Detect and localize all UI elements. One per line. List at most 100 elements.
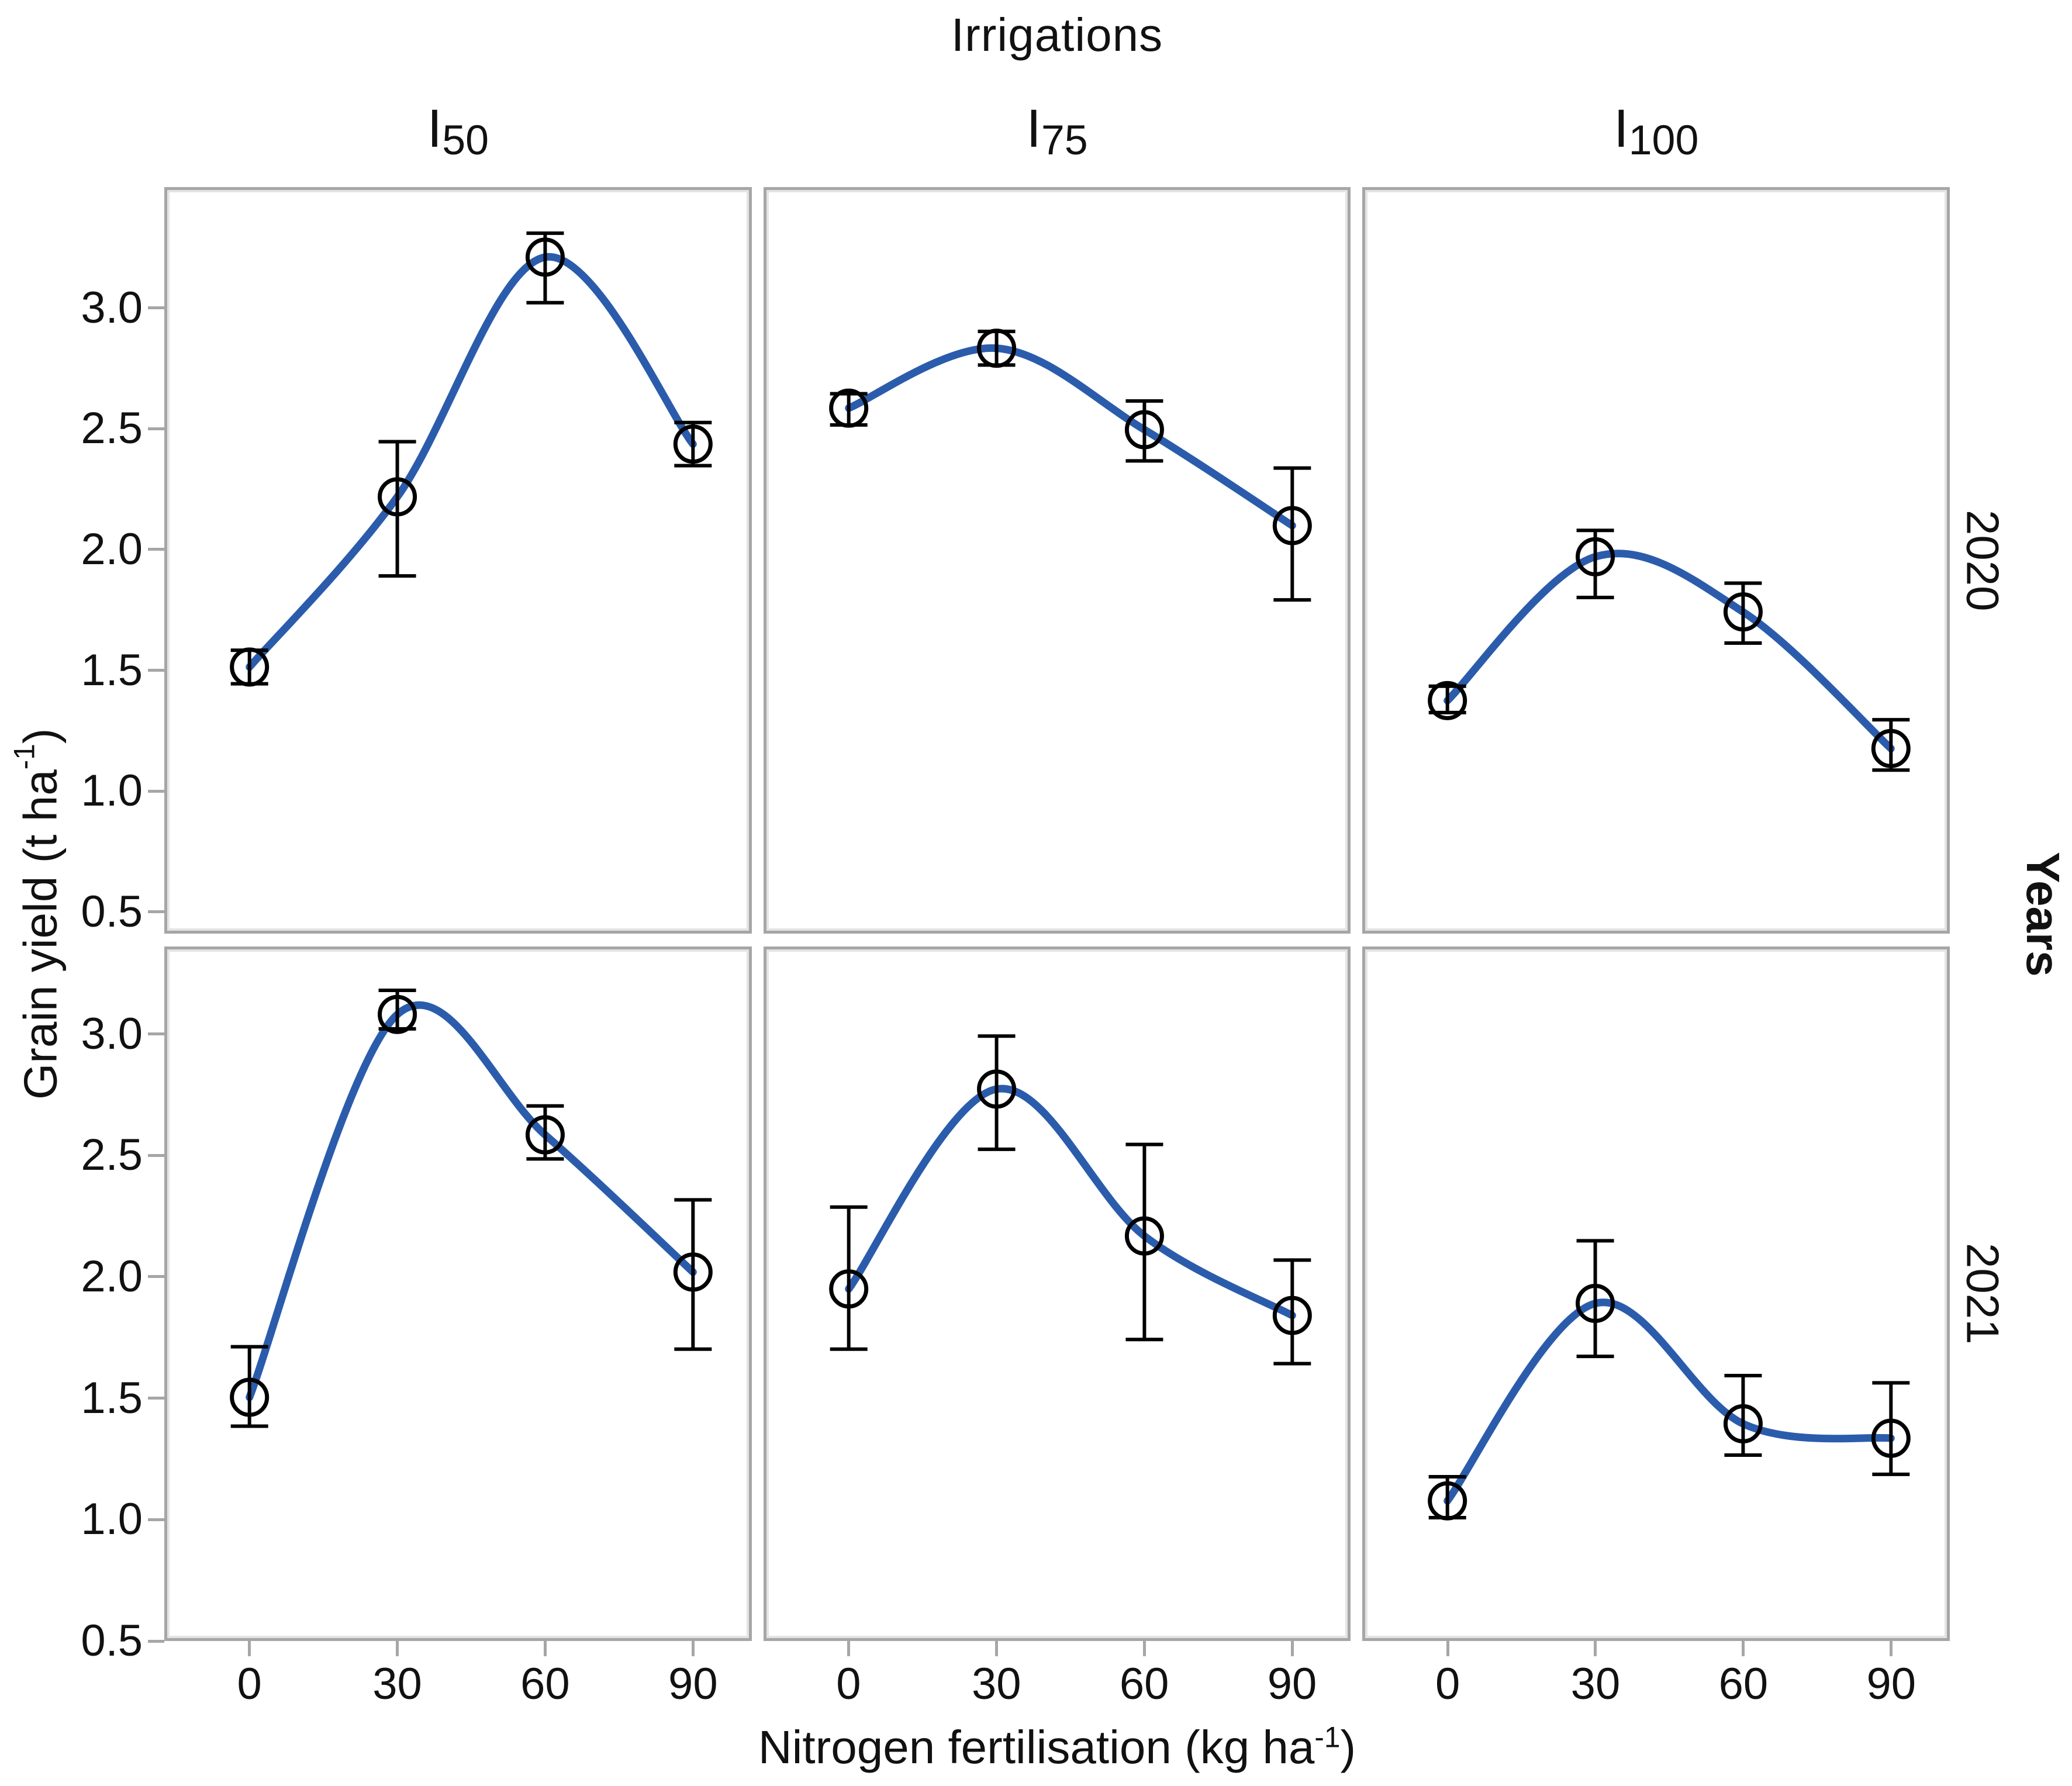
data-point-marker xyxy=(976,329,1016,368)
error-bar xyxy=(674,420,712,468)
y-tick-mark xyxy=(148,789,164,793)
error-bar xyxy=(1576,528,1614,600)
y-tick-mark xyxy=(148,1397,164,1400)
x-tick-mark xyxy=(1594,1641,1597,1656)
error-bar xyxy=(1125,399,1163,463)
y-tick-label: 0.5 xyxy=(81,886,143,937)
x-axis-title: Nitrogen fertilisation (kg ha-1) xyxy=(164,1720,1950,1774)
x-tick-label: 30 xyxy=(1570,1659,1621,1709)
data-point-marker xyxy=(1724,1404,1763,1443)
x-tick-label: 0 xyxy=(836,1659,861,1709)
x-tick-mark xyxy=(1742,1641,1745,1656)
x-tick-label: 60 xyxy=(520,1659,570,1709)
fit-curve xyxy=(246,1001,697,1401)
data-point-marker xyxy=(673,1252,713,1292)
x-tick-label: 30 xyxy=(971,1659,1021,1709)
error-bar xyxy=(1872,718,1910,772)
x-tick-label: 0 xyxy=(1435,1659,1460,1709)
panel-2021-I50 xyxy=(164,946,752,1641)
data-point-marker xyxy=(1576,1283,1615,1323)
facet-row-label-2020: 2020 xyxy=(1957,509,2009,612)
y-tick-mark xyxy=(148,1639,164,1643)
data-point-marker xyxy=(525,237,565,277)
data-point-marker xyxy=(828,1269,868,1309)
facet-column-header-I100: I100 xyxy=(1362,98,1950,164)
x-tick-label: 90 xyxy=(668,1659,718,1709)
data-point-marker xyxy=(378,994,417,1034)
data-point-marker xyxy=(828,388,868,428)
y-tick-label: 3.0 xyxy=(81,1008,143,1059)
error-bar xyxy=(1872,1381,1910,1476)
irrigation-label-prefix: I xyxy=(1614,99,1629,158)
irrigation-label-subscript: 100 xyxy=(1628,116,1699,164)
y-axis-title: Grain yield (t ha-1) xyxy=(6,187,69,1641)
x-axis-title-text: Nitrogen fertilisation (kg ha-1) xyxy=(758,1721,1356,1773)
y-axis-title-text: Grain yield (t ha-1) xyxy=(8,728,67,1100)
x-tick-mark xyxy=(248,1641,251,1656)
fit-curve xyxy=(844,344,1296,530)
x-tick-mark xyxy=(396,1641,399,1656)
data-point-marker xyxy=(1576,537,1615,576)
x-tick-mark xyxy=(691,1641,695,1656)
y-tick-mark xyxy=(148,669,164,672)
data-point-marker xyxy=(1428,680,1467,720)
fit-curve xyxy=(1444,550,1895,752)
x-tick-label: 30 xyxy=(372,1659,422,1709)
data-point-marker xyxy=(1272,506,1312,545)
error-bar xyxy=(1273,466,1311,602)
error-bar xyxy=(978,1034,1016,1151)
panel-2021-I100 xyxy=(1362,946,1950,1641)
data-point-marker xyxy=(230,1377,270,1417)
irrigation-label-subscript: 50 xyxy=(442,116,489,164)
data-point-marker xyxy=(1428,1481,1467,1521)
y-tick-label: 1.0 xyxy=(81,766,143,816)
error-bar xyxy=(830,1205,868,1351)
error-bar xyxy=(674,1198,712,1351)
y-tick-mark xyxy=(148,1032,164,1036)
y-tick-label: 2.0 xyxy=(81,1251,143,1301)
y-tick-mark xyxy=(148,306,164,310)
y-tick-mark xyxy=(148,910,164,914)
y-tick-label: 1.5 xyxy=(81,645,143,695)
y-tick-label: 2.0 xyxy=(81,524,143,574)
y-tick-mark xyxy=(148,1153,164,1157)
data-point-marker xyxy=(1724,592,1763,632)
x-tick-mark xyxy=(1142,1641,1146,1656)
facet-column-header-I75: I75 xyxy=(764,98,1351,164)
fit-curve xyxy=(246,253,697,671)
data-point-marker xyxy=(1124,410,1164,450)
data-point-marker xyxy=(378,477,417,517)
x-tick-label: 0 xyxy=(237,1659,262,1709)
y-tick-label: 1.5 xyxy=(81,1373,143,1423)
y-tick-label: 1.0 xyxy=(81,1494,143,1545)
irrigation-label-subscript: 75 xyxy=(1041,116,1088,164)
fit-curve xyxy=(844,1084,1296,1319)
error-bar xyxy=(1125,1142,1163,1342)
panel-2020-I100 xyxy=(1362,187,1950,934)
years-axis-title: Years xyxy=(2017,851,2069,977)
irrigation-label-prefix: I xyxy=(427,99,443,158)
data-point-marker xyxy=(976,1069,1016,1109)
data-point-marker xyxy=(1272,1296,1312,1335)
panel-2020-I75 xyxy=(763,187,1351,934)
y-tick-label: 2.5 xyxy=(81,1130,143,1180)
y-tick-mark xyxy=(148,1518,164,1521)
panel-2020-I50 xyxy=(164,187,752,934)
data-point-marker xyxy=(1871,728,1911,768)
x-tick-label: 90 xyxy=(1267,1659,1317,1709)
x-tick-mark xyxy=(994,1641,998,1656)
x-tick-label: 90 xyxy=(1866,1659,1916,1709)
y-tick-mark xyxy=(148,1275,164,1279)
error-bar xyxy=(1576,1239,1614,1359)
panel-2021-I75 xyxy=(763,946,1351,1641)
error-bar xyxy=(526,1104,564,1161)
error-bar xyxy=(1273,1258,1311,1366)
data-point-marker xyxy=(673,424,713,464)
error-bar xyxy=(526,231,564,305)
error-bar xyxy=(378,440,416,578)
y-tick-label: 0.5 xyxy=(81,1616,143,1666)
y-tick-mark xyxy=(148,548,164,551)
data-point-marker xyxy=(1871,1418,1911,1458)
x-tick-label: 60 xyxy=(1119,1659,1169,1709)
